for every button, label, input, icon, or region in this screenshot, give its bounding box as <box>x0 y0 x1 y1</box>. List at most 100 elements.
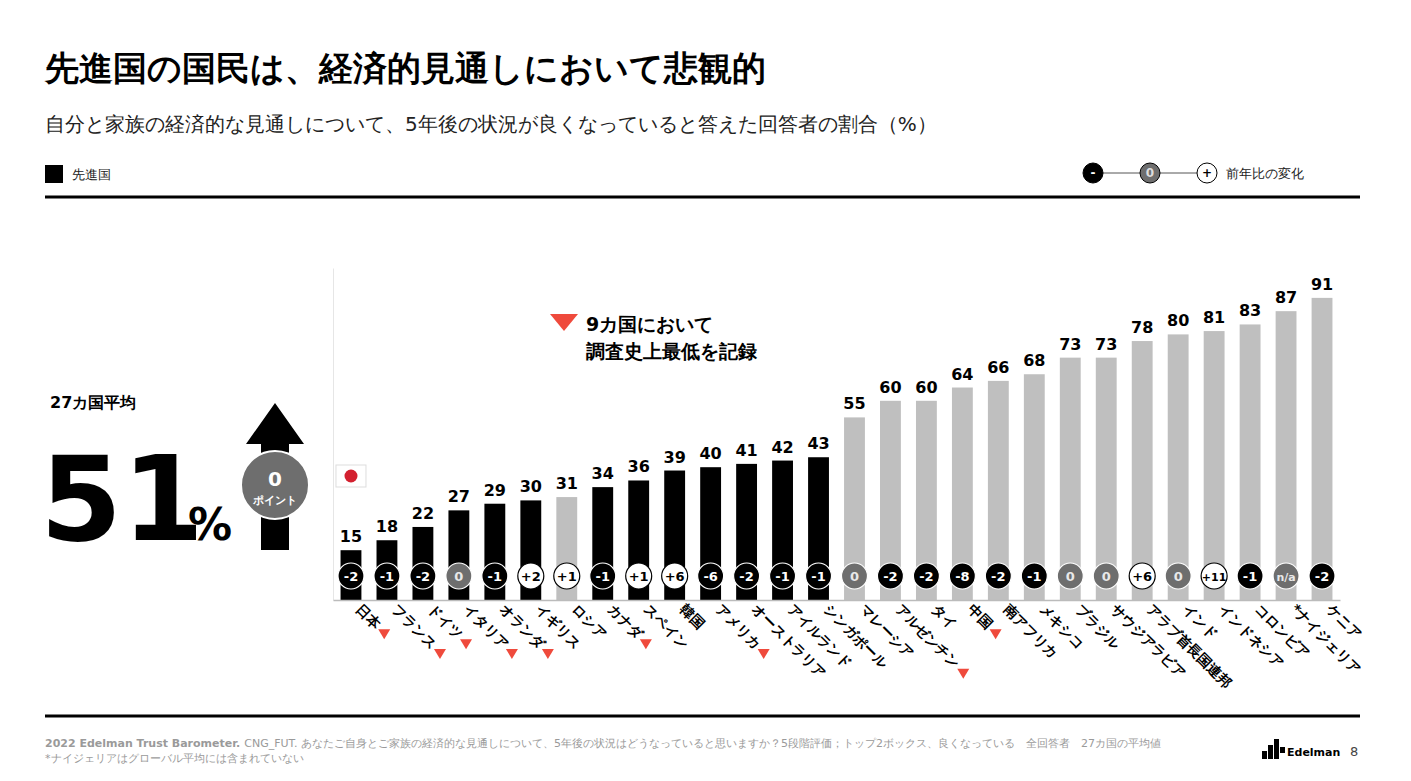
brand-logo <box>1262 739 1285 759</box>
x-tick-label: ドイツ <box>425 601 466 642</box>
data-label: 91 <box>1311 275 1333 294</box>
data-label: 29 <box>484 481 506 500</box>
change-label: 0 <box>1174 569 1183 584</box>
x-tick: タイ <box>929 601 960 632</box>
change-label: 0 <box>850 569 859 584</box>
x-tick-label: アルゼンチン <box>893 601 964 672</box>
note: CNG_FUT. あなたご自身とご家族の経済的な見通しについて、5年後の状況はど… <box>244 737 1161 750</box>
y-axis-line <box>333 269 334 601</box>
legend-swatch <box>45 165 63 183</box>
change-label: -6 <box>703 569 717 584</box>
data-label: 81 <box>1203 308 1225 327</box>
data-label: 22 <box>412 504 434 523</box>
brand-logo-part <box>1274 739 1279 759</box>
change-marker <box>374 563 400 589</box>
x-tick: ロシア <box>569 601 610 642</box>
change-label: n/a <box>1276 571 1295 584</box>
x-tick-label: カナダ <box>605 601 647 643</box>
change-marker <box>1273 563 1299 589</box>
change-label: +6 <box>1132 569 1152 584</box>
x-tick: 日本 <box>353 601 390 640</box>
record-low-marker <box>990 629 1002 639</box>
change-label: -1 <box>811 569 825 584</box>
data-label: 34 <box>592 464 614 483</box>
change-marker <box>806 563 832 589</box>
change-label: 0 <box>454 569 463 584</box>
bar <box>628 480 649 600</box>
brand: Edelman <box>1287 746 1340 759</box>
annotation: 調査史上最低を記録 <box>586 340 757 362</box>
x-tick: 韓国 <box>677 601 708 632</box>
data-label: 64 <box>951 365 973 384</box>
data-label: 41 <box>735 441 757 460</box>
chart: 先進国の国民は、経済的見通しにおいて悲観的自分と家族の経済的な見通しについて、5… <box>0 0 1411 781</box>
change-label: -2 <box>991 569 1005 584</box>
x-tick: ケニア <box>1323 600 1365 642</box>
x-tick-label: ケニア <box>1323 600 1365 642</box>
record-low-marker <box>640 639 652 649</box>
change-marker <box>913 563 939 589</box>
change-legend-symbol-label: - <box>1091 166 1096 180</box>
change-label: -8 <box>955 569 969 584</box>
change-marker <box>662 563 688 589</box>
change-marker <box>590 563 616 589</box>
brand-logo-part <box>1262 751 1267 759</box>
change-label: -2 <box>416 569 430 584</box>
change-label: -1 <box>775 569 789 584</box>
change-label: +11 <box>1202 571 1227 584</box>
data-label: 30 <box>520 477 542 496</box>
x-tick: インド <box>1180 601 1221 642</box>
change-legend-symbol-label: 0 <box>1146 166 1154 180</box>
annotation: 9カ国において <box>586 313 713 335</box>
bar <box>1240 324 1261 600</box>
record-low-marker <box>506 649 518 659</box>
x-tick-label: タイ <box>929 601 960 632</box>
data-label: 78 <box>1131 318 1153 337</box>
data-label: 31 <box>556 474 578 493</box>
change-label: +1 <box>557 569 577 584</box>
change-label: -2 <box>344 569 358 584</box>
change-marker <box>1093 563 1119 589</box>
title: 先進国の国民は、経済的見通しにおいて悲観的 <box>44 48 766 88</box>
change-label: -2 <box>1315 569 1329 584</box>
record-low-marker <box>434 649 446 659</box>
annotation-marker <box>550 314 578 331</box>
change-label: -2 <box>883 569 897 584</box>
change-legend-symbol <box>1140 163 1160 183</box>
bar <box>664 471 685 600</box>
data-label: 43 <box>807 434 829 453</box>
change-marker <box>1021 563 1047 589</box>
x-tick-label: インド <box>1180 601 1221 642</box>
x-tick-label: 日本 <box>353 601 385 633</box>
data-label: 36 <box>628 457 650 476</box>
change-label: +1 <box>629 569 649 584</box>
change-legend-symbol <box>1197 163 1217 183</box>
brand-logo-part <box>1280 747 1285 753</box>
change-label: -1 <box>380 569 394 584</box>
change-marker <box>877 563 903 589</box>
x-tick-label: 韓国 <box>677 601 708 632</box>
x-axis: 日本フランスドイツイタリアオランダイギリスロシアカナダスペイン韓国アメリカオース… <box>334 600 1366 691</box>
change-marker <box>841 563 867 589</box>
change-label: 0 <box>1066 569 1075 584</box>
change-label: 0 <box>1102 569 1111 584</box>
change-label: +2 <box>521 569 541 584</box>
data-labels: 1518222729303134363940414243556060646668… <box>340 275 1333 546</box>
change-marker <box>482 563 508 589</box>
source: 2022 Edelman Trust Barometer. <box>45 737 240 750</box>
subtitle: 自分と家族の経済的な見通しについて、5年後の状況が良くなっていると答えた回答者の… <box>45 112 937 136</box>
bar <box>1168 334 1189 600</box>
average-change: 0 <box>268 467 282 491</box>
data-label: 60 <box>915 378 937 397</box>
change-marker <box>734 563 760 589</box>
data-label: 40 <box>699 444 721 463</box>
legend-label: 先進国 <box>72 167 111 182</box>
change-marker <box>1057 563 1083 589</box>
change-label: -1 <box>1027 569 1041 584</box>
data-label: 15 <box>340 527 362 546</box>
top-rule <box>45 196 1360 199</box>
bottom-rule <box>45 715 1360 718</box>
change-label: -1 <box>1243 569 1257 584</box>
average-unit: % <box>188 499 232 550</box>
record-low-marker <box>460 639 472 649</box>
